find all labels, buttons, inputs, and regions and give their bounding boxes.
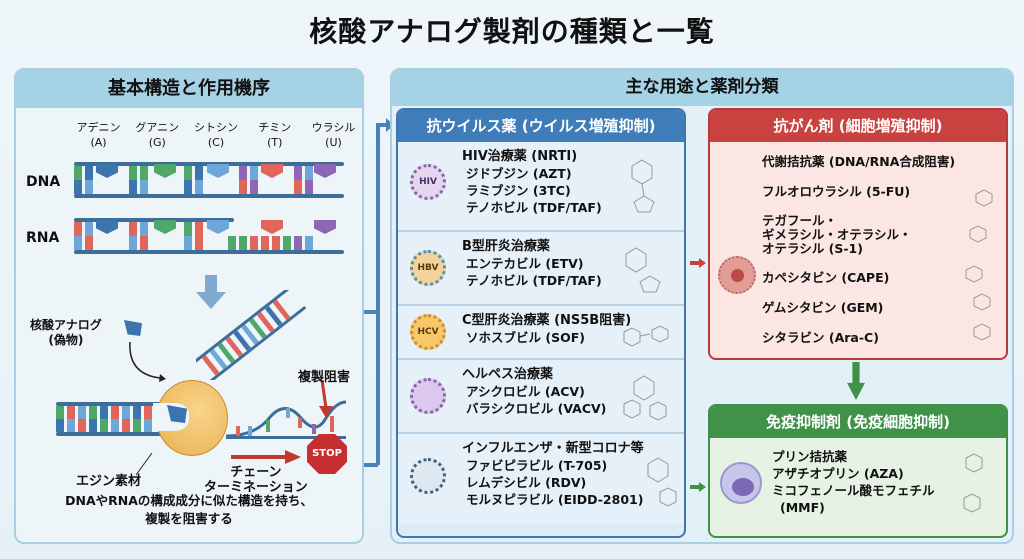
group-title: インフルエンザ・新型コロナ等: [462, 441, 644, 456]
group-title: HIV治療薬 (NRTI): [462, 149, 578, 164]
mechanism-caption: DNAやRNAの構成成分に似た構造を持ち、 複製を阻害する: [65, 493, 313, 526]
influenza-virus-icon: [410, 458, 446, 494]
chemical-structure-icon: [623, 375, 667, 421]
drug-class: 代謝拮抗薬 (DNA/RNA合成阻害): [762, 154, 956, 169]
drug-name: バラシクロビル (VACV): [466, 401, 607, 416]
chemical-structures-icon: [965, 189, 993, 341]
dna-strand-icon: [74, 162, 344, 198]
hiv-virus-icon: HIV: [410, 164, 446, 200]
immune-cell-icon: [720, 462, 762, 504]
group-title: ヘルペス治療薬: [462, 367, 554, 382]
stop-sign-icon: STOP: [307, 434, 347, 474]
anticancer-heading: 抗がん剤 (細胞増殖抑制): [710, 110, 1006, 142]
wavy-strand-icon: [226, 400, 346, 439]
usage-heading: 主な用途と薬剤分類: [392, 70, 1012, 106]
inhibit-arrow-icon: [319, 380, 333, 418]
group-title: B型肝炎治療薬: [462, 239, 550, 254]
immuno-heading: 免疫抑制剤 (免疫細胞抑制): [710, 406, 1006, 438]
page-title: 核酸アナログ製剤の種類と一覧: [309, 15, 715, 48]
chemical-structure-icon: [625, 247, 661, 293]
drug-name: ジドブジン (AZT): [466, 166, 572, 181]
immuno-arrow-icon: [690, 482, 706, 492]
connector-line: [376, 125, 380, 465]
drug-group-herpes: ヘルペス治療薬 アシクロビル (ACV) バラシクロビル (VACV): [398, 360, 684, 434]
enzyme-label: エジン素材: [76, 474, 142, 489]
drug-name: フルオロウラシル (5-FU): [762, 184, 911, 199]
cancer-cell-icon: [718, 256, 756, 294]
chemical-structure-icon: [631, 159, 655, 213]
replication-inhibit-label: 複製阻害: [298, 370, 351, 385]
chemical-structure-icon: [647, 457, 677, 507]
chain-termination-arrow-icon: [231, 450, 301, 464]
drug-group-hcv: HCV C型肝炎治療薬 (NS5B阻害) ソホスブビル (SOF): [398, 306, 684, 360]
curved-arrow-icon: [129, 341, 166, 382]
drug-name: アザチオプリン (AZA): [772, 466, 904, 481]
pointer-line-icon: [135, 453, 153, 476]
drug-name: ミコフェノール酸モフェチル: [772, 483, 935, 498]
down-arrow-icon: [847, 362, 865, 400]
anticancer-box: 抗がん剤 (細胞増殖抑制) 代謝拮抗薬 (DNA/RNA合成阻害) フルオロウラ…: [708, 108, 1008, 360]
drug-name: アシクロビル (ACV): [466, 384, 585, 399]
drug-name: エンテカビル (ETV): [466, 256, 584, 271]
replication-mechanism-diagram: 核酸アナログ (偽物): [16, 290, 362, 464]
rna-label: RNA: [26, 230, 60, 246]
analog-label: 核酸アナログ (偽物): [30, 318, 102, 347]
herpes-virus-icon: [410, 378, 446, 414]
drug-name: カペシタビン (CAPE): [762, 270, 890, 285]
connector-line: [364, 310, 378, 314]
base-labels: アデニン (A) グアニン (G) シトシン (C) チミン (T) ウラシル (U): [71, 120, 361, 150]
drug-abbrev: (MMF): [780, 500, 825, 515]
base-cytosine: シトシン (C): [194, 121, 238, 149]
chain-termination-label: チェーン ターミネーション: [204, 465, 308, 495]
drug-name: レムデシビル (RDV): [466, 475, 587, 490]
drug-name: モルヌピラビル (EIDD-2801): [466, 492, 644, 507]
drug-name: テノホビル (TDF/TAF): [466, 200, 602, 215]
chemical-structures-icon: [963, 453, 983, 513]
hcv-virus-icon: HCV: [410, 314, 446, 350]
base-adenine: アデニン (A): [76, 121, 121, 149]
drug-group-hiv: HIV HIV治療薬 (NRTI) ジドブジン (AZT) ラミブジン (3TC…: [398, 142, 684, 232]
base-thymine: チミン (T): [258, 121, 292, 149]
immunosuppressant-box: 免疫抑制剤 (免疫細胞抑制) プリン拮抗薬 アザチオプリン (AZA) ミコフェ…: [708, 404, 1008, 538]
drug-group-hbv: HBV B型肝炎治療薬 エンテカビル (ETV) テノホビル (TDF/TAF): [398, 232, 684, 306]
base-uracil: ウラシル (U): [311, 121, 356, 149]
drug-name: テノホビル (TDF/TAF): [466, 273, 602, 288]
dna-label: DNA: [26, 174, 61, 190]
drug-name: ゲムシタビン (GEM): [762, 300, 884, 315]
rna-strand-icon: [74, 218, 344, 254]
drug-name: テガフール・ ギメラシル・オテラシル・ オテラシル (S-1): [762, 213, 912, 256]
hbv-virus-icon: HBV: [410, 250, 446, 286]
drug-name: シタラビン (Ara-C): [762, 330, 879, 345]
mechanism-panel: 基本構造と作用機序 アデニン (A) グアニン (G) シトシン (C) チミン (T)…: [14, 68, 364, 544]
drug-group-influenza-covid: インフルエンザ・新型コロナ等 ファビピラビル (T-705) レムデシビル (R…: [398, 434, 684, 524]
drug-name: ラミブジン (3TC): [466, 183, 571, 198]
chemical-structure-icon: [623, 325, 669, 347]
drug-class: プリン拮抗薬: [772, 449, 848, 464]
drug-name: ソホスブビル (SOF): [466, 330, 585, 345]
anticancer-arrow-icon: [690, 258, 706, 268]
mechanism-heading: 基本構造と作用機序: [16, 70, 362, 108]
antiviral-heading: 抗ウイルス薬 (ウイルス増殖抑制): [398, 110, 684, 142]
usage-panel: 主な用途と薬剤分類 抗ウイルス薬 (ウイルス増殖抑制) HIV HIV治療薬 (…: [390, 68, 1014, 544]
nucleotide-analog-icon: [124, 320, 142, 336]
polymerase-enzyme-icon: [153, 380, 228, 456]
group-title: C型肝炎治療薬 (NS5B阻害): [462, 313, 632, 328]
daughter-strand-icon: [196, 290, 306, 380]
drug-name: ファビピラビル (T-705): [466, 458, 608, 473]
base-guanine: グアニン (G): [135, 121, 180, 149]
connector-line: [376, 123, 388, 127]
connector-line: [364, 463, 378, 467]
template-strand-icon: [56, 402, 166, 436]
antiviral-box: 抗ウイルス薬 (ウイルス増殖抑制) HIV HIV治療薬 (NRTI) ジドブジ…: [396, 108, 686, 538]
